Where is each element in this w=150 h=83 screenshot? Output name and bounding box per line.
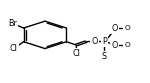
Text: O: O [124, 25, 130, 31]
Text: Cl: Cl [73, 49, 80, 58]
Text: O: O [124, 42, 130, 48]
Text: S: S [102, 52, 107, 61]
Text: O: O [111, 41, 118, 50]
Text: O: O [111, 24, 118, 33]
Text: Cl: Cl [10, 44, 18, 53]
Text: P: P [102, 37, 107, 46]
Text: O: O [92, 37, 98, 46]
Text: Br: Br [8, 19, 17, 28]
